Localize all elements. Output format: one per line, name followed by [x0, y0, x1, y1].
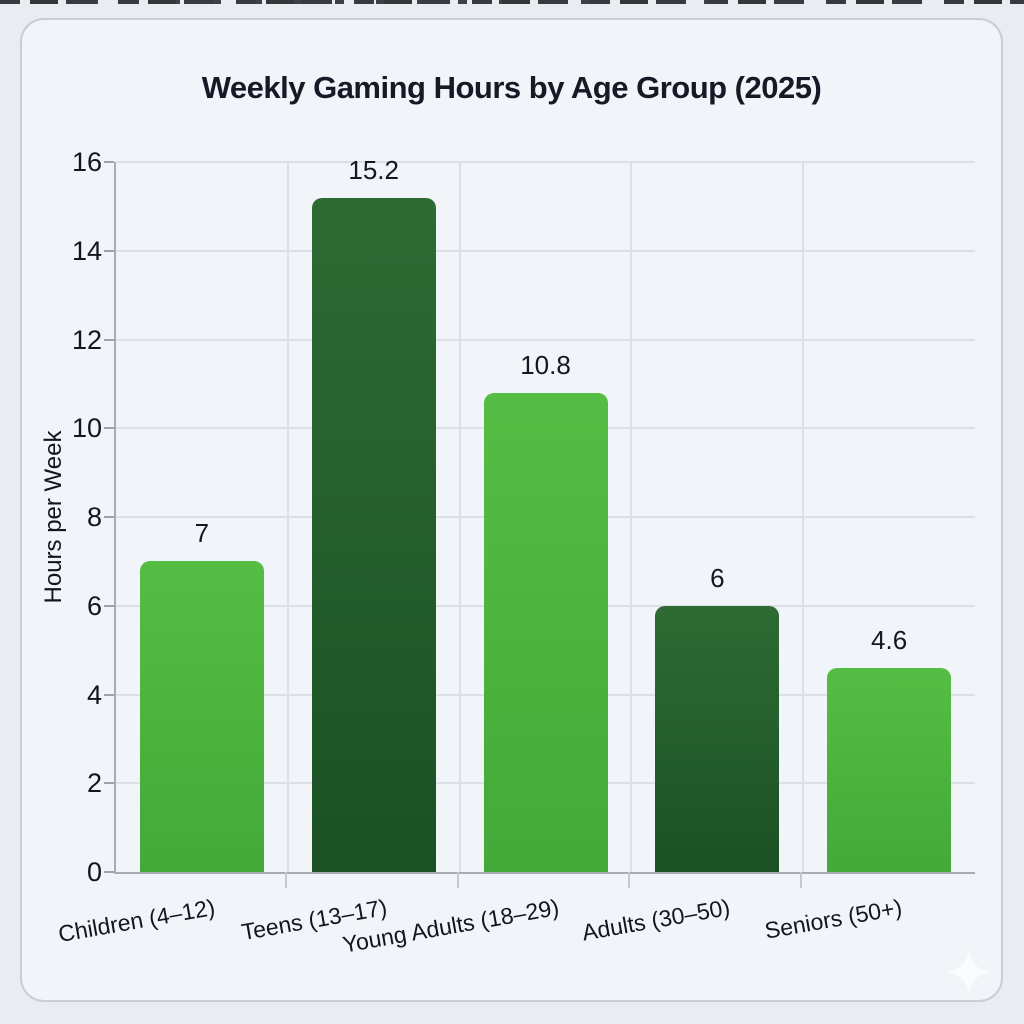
y-tick-mark	[104, 249, 114, 252]
x-tick-mark	[628, 872, 631, 888]
y-tick-mark	[104, 516, 114, 518]
bar-value-label: 6	[710, 562, 725, 593]
chart-title: Weekly Gaming Hours by Age Group (2025)	[201, 70, 822, 105]
gridline-h	[116, 249, 975, 252]
bar-4	[655, 605, 780, 872]
chart-card: Weekly Gaming Hours by Age Group (2025) …	[20, 18, 1003, 1002]
bar-2	[311, 197, 436, 872]
y-tick-label: 14	[71, 235, 102, 266]
gridline-h	[116, 338, 975, 341]
bar-1	[139, 561, 264, 872]
sparkle-icon	[946, 949, 992, 995]
y-tick-label: 0	[86, 857, 102, 887]
y-tick-mark	[104, 871, 114, 873]
y-tick-label: 4	[86, 679, 102, 710]
y-tick-mark	[104, 693, 114, 696]
y-tick-label: 8	[86, 502, 102, 532]
bar-5	[827, 667, 952, 872]
bar-value-label: 7	[194, 518, 210, 549]
plot-area: 7 15.2 10.8 6 4.6	[114, 155, 975, 874]
gridline-v	[458, 162, 461, 872]
bar-value-label: 4.6	[871, 624, 908, 655]
top-crop-artifact	[0, 0, 1024, 4]
gridline-h	[116, 161, 975, 163]
y-tick-mark	[104, 338, 114, 341]
gridline-v	[630, 162, 633, 872]
x-tick-mark	[284, 872, 287, 888]
y-tick-mark	[104, 782, 114, 785]
y-tick-label: 12	[71, 324, 102, 355]
bar-value-label: 10.8	[520, 349, 571, 380]
y-tick-label: 2	[86, 768, 102, 799]
bar-3	[483, 392, 608, 872]
gridline-v	[802, 162, 805, 872]
y-tick-mark	[104, 427, 114, 430]
y-tick-label: 6	[86, 590, 102, 621]
y-tick-mark	[104, 161, 114, 163]
gridline-v	[286, 162, 289, 872]
y-tick-mark	[104, 604, 114, 607]
y-tick-label: 16	[71, 147, 102, 177]
x-tick-mark	[800, 872, 803, 888]
y-tick-label: 10	[71, 413, 102, 444]
bar-value-label: 15.2	[348, 154, 399, 185]
x-tick-mark	[456, 872, 459, 888]
